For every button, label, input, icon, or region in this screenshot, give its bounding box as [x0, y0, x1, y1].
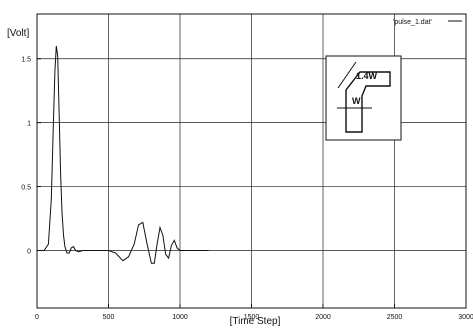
grid — [37, 14, 466, 308]
y-tick-label: 0 — [27, 248, 31, 255]
y-axis-label: [Volt] — [7, 28, 29, 39]
x-tick-label: 1000 — [172, 314, 188, 321]
x-tick-label: 1500 — [244, 314, 260, 321]
axis-ticks: 0 500 1000 1500 2000 2500 3000 0 0.5 1 1.5 — [21, 57, 473, 321]
x-tick-label: 2000 — [315, 314, 331, 321]
series-line-pulse — [37, 45, 209, 264]
inset-bend-shape — [345, 71, 391, 133]
inset-label-width: W — [352, 96, 361, 106]
x-axis-label: [Time Step] — [230, 316, 281, 327]
x-tick-label: 3000 — [458, 314, 473, 321]
legend: 'pulse_1.dat' — [393, 19, 462, 26]
legend-entry: 'pulse_1.dat' — [393, 19, 432, 26]
x-tick-label: 500 — [103, 314, 115, 321]
inset-diagonal-dimension — [337, 61, 357, 89]
inset-label-diagonal: 1.4W — [356, 71, 378, 81]
x-tick-label: 0 — [35, 314, 39, 321]
y-tick-label: 0.5 — [21, 185, 31, 192]
inset-frame — [325, 55, 402, 141]
y-tick-label: 1.5 — [21, 57, 31, 64]
y-tick-label: 1 — [27, 121, 31, 128]
inset-diagram: 1.4W W — [325, 55, 402, 141]
x-tick-label: 2500 — [387, 314, 403, 321]
